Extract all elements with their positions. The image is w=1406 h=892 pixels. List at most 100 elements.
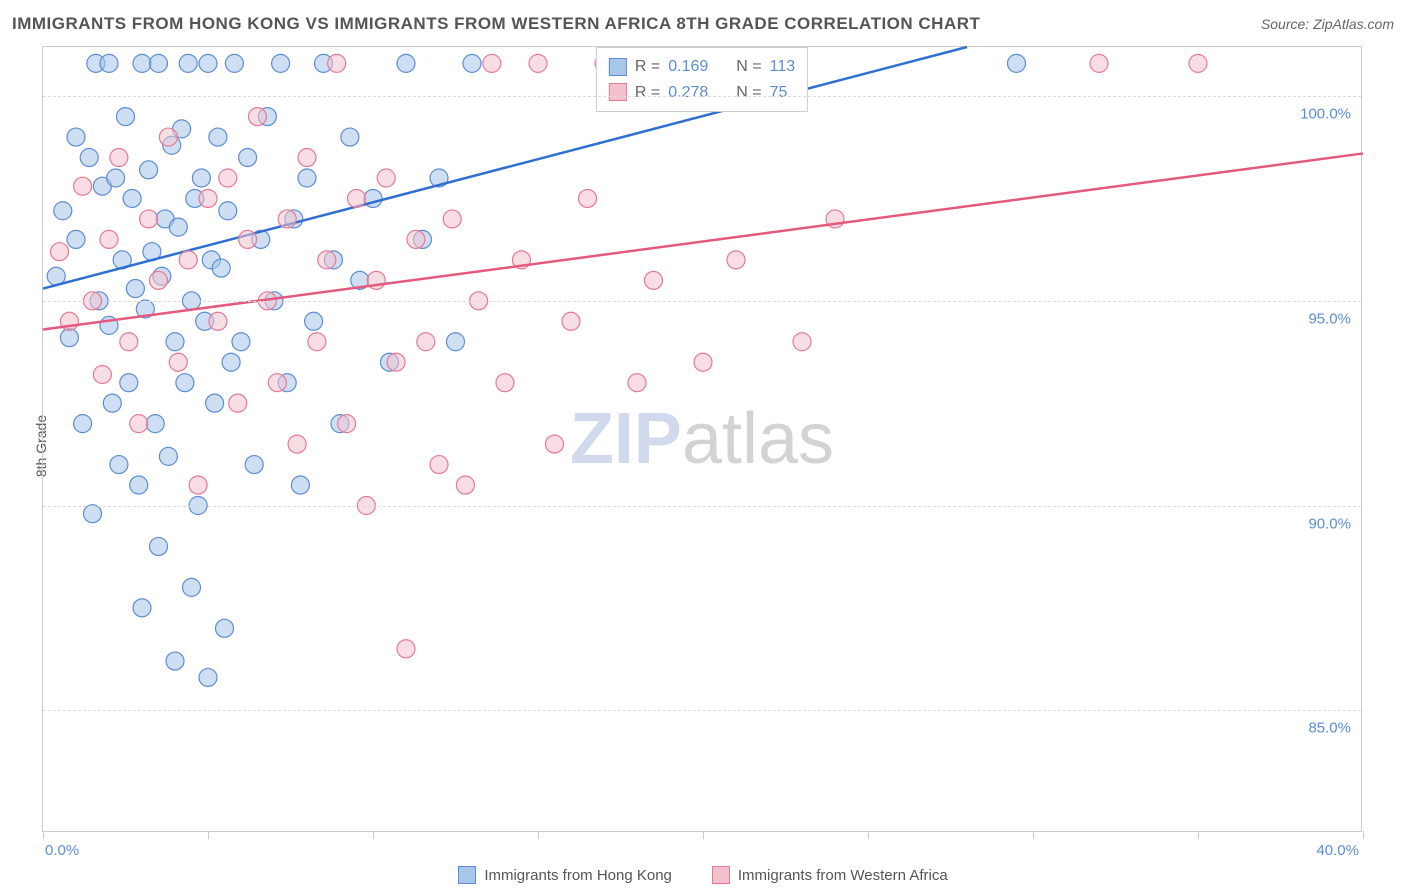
scatter-point xyxy=(130,476,148,494)
legend-swatch xyxy=(458,866,476,884)
stats-swatch xyxy=(609,58,627,76)
scatter-point xyxy=(93,366,111,384)
scatter-point xyxy=(199,189,217,207)
scatter-point xyxy=(192,169,210,187)
scatter-point xyxy=(546,435,564,453)
scatter-point xyxy=(107,169,125,187)
scatter-point xyxy=(117,108,135,126)
title-bar: IMMIGRANTS FROM HONG KONG VS IMMIGRANTS … xyxy=(12,10,1394,38)
scatter-point xyxy=(1189,54,1207,72)
stats-row: R =0.169N =113 xyxy=(609,54,795,80)
scatter-point xyxy=(628,374,646,392)
trend-line xyxy=(43,47,967,289)
scatter-point xyxy=(341,128,359,146)
x-max-label: 40.0% xyxy=(1316,842,1359,859)
stats-swatch xyxy=(609,83,627,101)
scatter-svg xyxy=(43,47,1361,831)
gridline xyxy=(43,710,1361,711)
scatter-point xyxy=(430,456,448,474)
legend-label: Immigrants from Western Africa xyxy=(738,867,948,884)
chart-title: IMMIGRANTS FROM HONG KONG VS IMMIGRANTS … xyxy=(12,14,980,34)
scatter-point xyxy=(67,128,85,146)
scatter-point xyxy=(120,374,138,392)
scatter-point xyxy=(199,668,217,686)
scatter-point xyxy=(268,374,286,392)
scatter-point xyxy=(308,333,326,351)
scatter-point xyxy=(291,476,309,494)
scatter-point xyxy=(103,394,121,412)
scatter-point xyxy=(249,108,267,126)
stats-r-value: 0.278 xyxy=(668,80,708,106)
scatter-point xyxy=(298,169,316,187)
x-tick xyxy=(373,831,374,839)
x-tick xyxy=(1363,831,1364,839)
x-tick xyxy=(703,831,704,839)
scatter-point xyxy=(159,128,177,146)
scatter-point xyxy=(176,374,194,392)
scatter-point xyxy=(529,54,547,72)
legend-label: Immigrants from Hong Kong xyxy=(484,867,672,884)
scatter-point xyxy=(417,333,435,351)
x-min-label: 0.0% xyxy=(45,842,79,859)
scatter-point xyxy=(189,476,207,494)
scatter-point xyxy=(727,251,745,269)
y-tick-label: 95.0% xyxy=(1308,310,1351,327)
stats-box: R =0.169N =113R =0.278N =75 xyxy=(596,47,808,112)
scatter-point xyxy=(150,537,168,555)
scatter-point xyxy=(169,218,187,236)
stats-n-label: N = xyxy=(736,54,761,80)
scatter-point xyxy=(150,54,168,72)
scatter-point xyxy=(166,652,184,670)
scatter-point xyxy=(67,230,85,248)
scatter-point xyxy=(110,456,128,474)
scatter-point xyxy=(74,177,92,195)
scatter-point xyxy=(377,169,395,187)
scatter-point xyxy=(579,189,597,207)
source-label: Source: ZipAtlas.com xyxy=(1261,16,1394,32)
scatter-point xyxy=(179,251,197,269)
scatter-point xyxy=(328,54,346,72)
x-tick xyxy=(43,831,44,839)
scatter-point xyxy=(288,435,306,453)
x-tick xyxy=(1033,831,1034,839)
gridline xyxy=(43,96,1361,97)
plot-area: ZIPatlas R =0.169N =113R =0.278N =75 0.0… xyxy=(42,46,1362,832)
scatter-point xyxy=(199,54,217,72)
stats-n-label: N = xyxy=(736,80,761,106)
scatter-point xyxy=(169,353,187,371)
scatter-point xyxy=(562,312,580,330)
scatter-point xyxy=(179,54,197,72)
scatter-point xyxy=(278,210,296,228)
scatter-point xyxy=(387,353,405,371)
y-tick-label: 90.0% xyxy=(1308,515,1351,532)
scatter-point xyxy=(206,394,224,412)
stats-n-value: 75 xyxy=(770,80,788,106)
scatter-point xyxy=(232,333,250,351)
scatter-point xyxy=(272,54,290,72)
scatter-point xyxy=(123,189,141,207)
scatter-point xyxy=(483,54,501,72)
scatter-point xyxy=(407,230,425,248)
legend-swatch xyxy=(712,866,730,884)
scatter-point xyxy=(245,456,263,474)
scatter-point xyxy=(100,230,118,248)
scatter-point xyxy=(447,333,465,351)
legend-item: Immigrants from Western Africa xyxy=(712,866,948,884)
scatter-point xyxy=(146,415,164,433)
x-tick xyxy=(538,831,539,839)
scatter-point xyxy=(140,210,158,228)
scatter-point xyxy=(219,202,237,220)
scatter-point xyxy=(239,230,257,248)
scatter-point xyxy=(130,415,148,433)
bottom-legend: Immigrants from Hong Kong Immigrants from… xyxy=(0,866,1406,884)
scatter-point xyxy=(126,280,144,298)
scatter-point xyxy=(166,333,184,351)
y-tick-label: 100.0% xyxy=(1300,106,1351,123)
scatter-point xyxy=(229,394,247,412)
x-tick xyxy=(1198,831,1199,839)
scatter-point xyxy=(443,210,461,228)
scatter-point xyxy=(397,640,415,658)
scatter-point xyxy=(212,259,230,277)
x-tick xyxy=(208,831,209,839)
scatter-point xyxy=(1008,54,1026,72)
